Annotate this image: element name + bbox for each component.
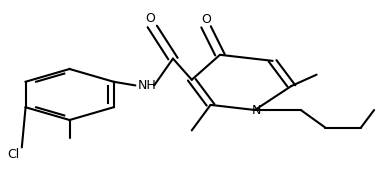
Text: NH: NH (137, 79, 156, 92)
Text: Cl: Cl (7, 148, 19, 160)
Text: O: O (201, 13, 211, 26)
Text: N: N (252, 105, 261, 117)
Text: O: O (146, 12, 155, 25)
